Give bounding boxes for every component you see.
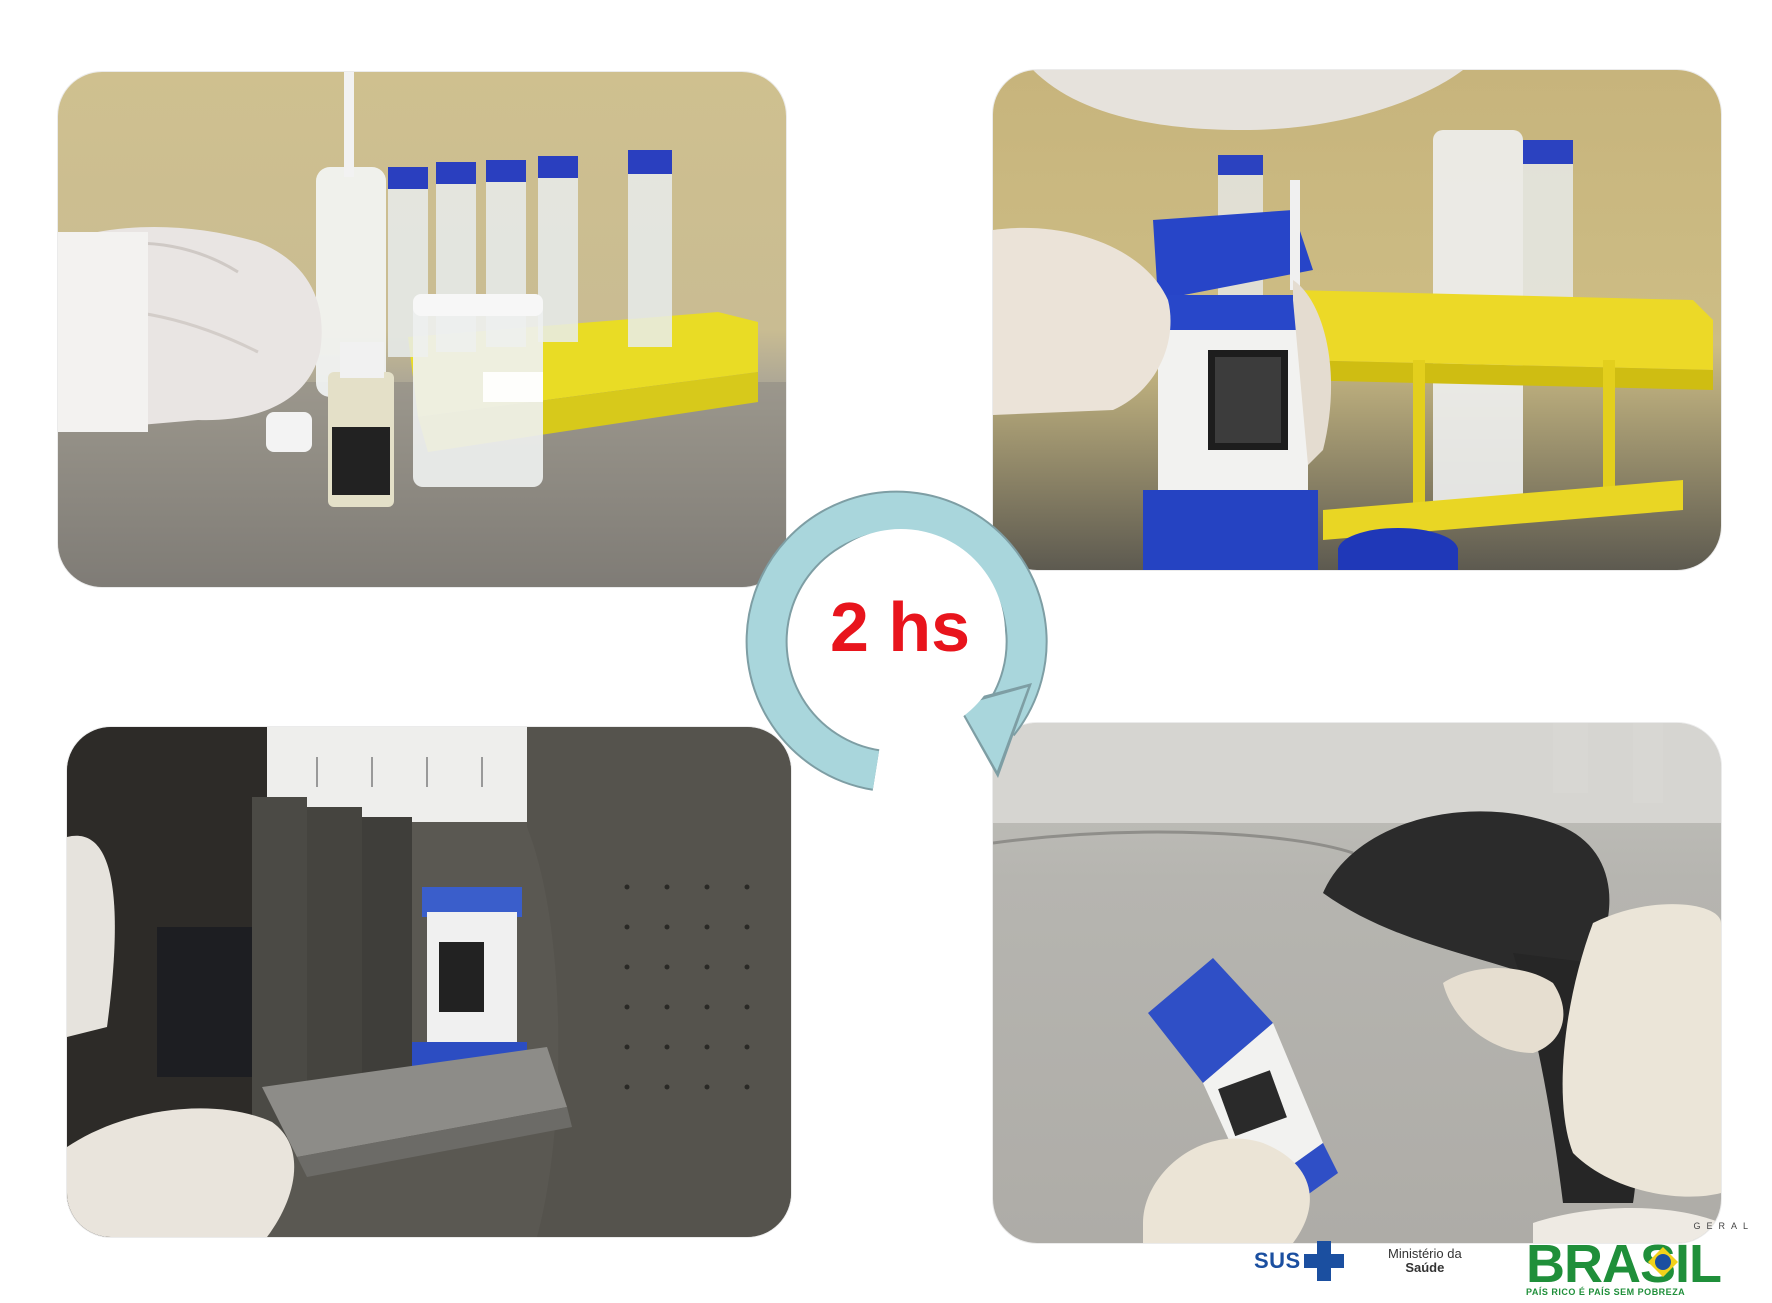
brasil-wordmark: BRASIL	[1526, 1234, 1722, 1294]
ministerio-line2: Saúde	[1405, 1260, 1445, 1275]
cycle-arrow-icon	[736, 468, 1066, 798]
sus-logo: SUS	[1254, 1241, 1344, 1281]
sample-preparation-image	[58, 72, 786, 587]
brasil-logo: GERAL BRASIL PAÍS RICO É PAÍS SEM POBREZ…	[1524, 1221, 1760, 1297]
brazil-flag-icon	[1648, 1247, 1678, 1277]
cartridge-loading-image	[993, 70, 1721, 570]
photo-instrument-insertion	[67, 727, 791, 1237]
sus-cross-icon	[1303, 1241, 1344, 1281]
sus-text: SUS	[1254, 1248, 1301, 1273]
photo-sample-preparation	[58, 72, 786, 587]
ministerio-line1: Ministério da	[1388, 1246, 1462, 1261]
photo-cartridge-loading	[993, 70, 1721, 570]
barcode-scanning-image	[993, 723, 1721, 1243]
circular-arrow	[745, 490, 1048, 791]
brasil-top-text: GERAL	[1693, 1221, 1754, 1231]
cycle-duration-label: 2 hs	[829, 588, 971, 666]
brasil-slogan: PAÍS RICO É PAÍS SEM POBREZA	[1526, 1287, 1686, 1297]
footer-logos: SUS Ministério da Saúde GERAL BRASIL PAÍ…	[1240, 1221, 1760, 1297]
ministerio-logo: Ministério da Saúde	[1388, 1247, 1462, 1275]
photo-barcode-scanning	[993, 723, 1721, 1243]
instrument-insertion-image	[67, 727, 791, 1237]
